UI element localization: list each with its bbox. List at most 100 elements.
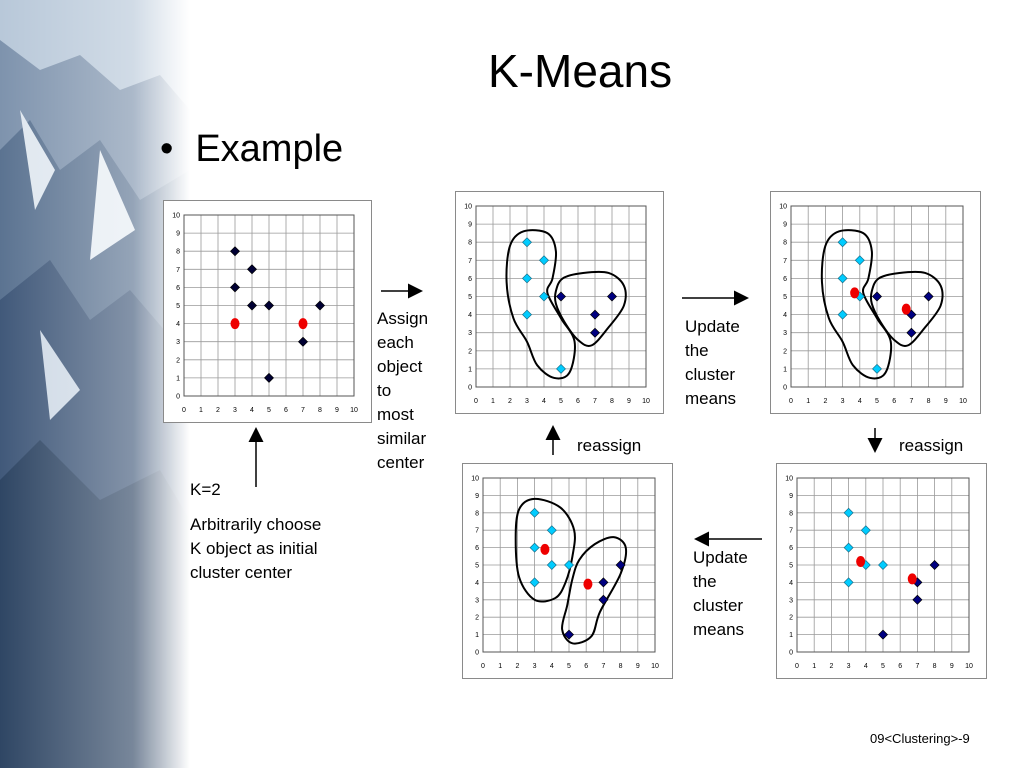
y-tick-label: 5 bbox=[176, 303, 180, 310]
data-point bbox=[546, 560, 557, 570]
caption-update-line: Update bbox=[693, 548, 748, 567]
data-point bbox=[837, 309, 848, 320]
x-tick-label: 2 bbox=[216, 407, 220, 414]
cluster-center bbox=[907, 573, 917, 585]
x-tick-label: 7 bbox=[301, 407, 305, 414]
data-point bbox=[529, 577, 540, 588]
data-point bbox=[230, 246, 240, 257]
mountain-background-image bbox=[0, 0, 190, 768]
y-tick-label: 10 bbox=[172, 213, 180, 220]
x-tick-label: 3 bbox=[233, 407, 237, 414]
data-point bbox=[615, 560, 626, 570]
data-point bbox=[906, 327, 917, 338]
caption-assign-line: most bbox=[377, 405, 414, 424]
x-tick-label: 10 bbox=[959, 398, 967, 405]
caption-update-line: the bbox=[693, 572, 717, 591]
y-tick-label: 1 bbox=[176, 375, 180, 382]
y-tick-label: 2 bbox=[475, 615, 479, 622]
x-tick-label: 6 bbox=[284, 407, 288, 414]
data-point bbox=[315, 300, 325, 311]
y-tick-label: 3 bbox=[783, 330, 787, 337]
plot-area-border bbox=[482, 477, 656, 653]
x-tick-label: 0 bbox=[481, 663, 485, 670]
data-point bbox=[556, 363, 566, 374]
x-tick-label: 8 bbox=[933, 663, 937, 670]
plot-assign: 0 1 2 3 4 5 6 7 8 9 10 0 1 2 3 4 5 6 7 8 9 10 bbox=[455, 191, 664, 414]
y-tick-label: 8 bbox=[176, 249, 180, 256]
x-tick-label: 7 bbox=[915, 663, 919, 670]
data-point bbox=[872, 363, 882, 374]
x-tick-label: 2 bbox=[829, 663, 833, 670]
caption-initial-line: K object as initial bbox=[190, 539, 318, 558]
y-tick-label: 0 bbox=[789, 650, 793, 657]
cluster-center bbox=[850, 287, 860, 299]
x-tick-label: 7 bbox=[909, 398, 913, 405]
caption-assign-line: each bbox=[377, 333, 414, 352]
x-tick-label: 2 bbox=[508, 398, 512, 405]
data-point bbox=[929, 560, 940, 570]
caption-initial-line: Arbitrarily choose bbox=[190, 515, 322, 534]
data-point bbox=[556, 291, 566, 302]
x-tick-label: 4 bbox=[250, 407, 254, 414]
x-tick-label: 5 bbox=[267, 407, 271, 414]
caption-update-bottom: Update the cluster means bbox=[693, 546, 748, 642]
y-tick-label: 7 bbox=[468, 258, 472, 265]
x-tick-label: 0 bbox=[789, 398, 793, 405]
x-tick-label: 9 bbox=[944, 398, 948, 405]
x-tick-label: 1 bbox=[498, 663, 502, 670]
y-tick-label: 2 bbox=[789, 615, 793, 622]
data-point bbox=[843, 507, 854, 518]
x-tick-label: 8 bbox=[610, 398, 614, 405]
cluster-center bbox=[856, 556, 866, 568]
data-point bbox=[522, 273, 532, 284]
x-tick-label: 2 bbox=[823, 398, 827, 405]
y-tick-label: 5 bbox=[475, 563, 479, 570]
x-tick-label: 3 bbox=[533, 663, 537, 670]
data-point bbox=[539, 255, 549, 266]
y-tick-label: 7 bbox=[176, 267, 180, 274]
cluster-center bbox=[901, 303, 911, 315]
x-tick-label: 1 bbox=[806, 398, 810, 405]
caption-assign-line: similar bbox=[377, 429, 427, 448]
y-tick-label: 8 bbox=[468, 240, 472, 247]
x-tick-label: 7 bbox=[601, 663, 605, 670]
caption-update-line: means bbox=[685, 389, 737, 408]
y-tick-label: 0 bbox=[468, 385, 472, 392]
y-tick-label: 0 bbox=[176, 394, 180, 401]
y-tick-label: 8 bbox=[783, 240, 787, 247]
x-tick-label: 5 bbox=[559, 398, 563, 405]
y-tick-label: 2 bbox=[468, 348, 472, 355]
caption-assign: Assign each object to most similar cente… bbox=[377, 307, 428, 475]
slide-footer: 09<Clustering>-9 bbox=[870, 731, 970, 746]
y-tick-label: 1 bbox=[789, 632, 793, 639]
caption-initial: Arbitrarily choose K object as initial c… bbox=[190, 513, 321, 585]
x-tick-label: 1 bbox=[491, 398, 495, 405]
plot-initial: 0 1 2 3 4 5 6 7 8 9 10 0 1 2 3 4 5 6 7 8 9 10 bbox=[163, 200, 372, 423]
data-point bbox=[564, 629, 574, 640]
data-point bbox=[923, 291, 934, 302]
y-tick-label: 9 bbox=[789, 493, 793, 500]
y-tick-label: 6 bbox=[783, 276, 787, 283]
y-tick-label: 10 bbox=[779, 204, 787, 211]
x-tick-label: 6 bbox=[576, 398, 580, 405]
x-tick-label: 3 bbox=[841, 398, 845, 405]
data-point bbox=[598, 594, 609, 605]
data-point bbox=[529, 507, 540, 518]
caption-k: K=2 bbox=[190, 480, 221, 499]
y-tick-label: 1 bbox=[475, 632, 479, 639]
x-tick-label: 1 bbox=[199, 407, 203, 414]
y-tick-label: 4 bbox=[783, 312, 787, 319]
data-point bbox=[546, 525, 557, 536]
x-tick-label: 10 bbox=[350, 407, 358, 414]
y-tick-label: 3 bbox=[176, 339, 180, 346]
cluster-outline bbox=[561, 536, 628, 645]
caption-reassign-right: reassign bbox=[899, 436, 964, 455]
y-tick-label: 9 bbox=[783, 222, 787, 229]
y-tick-label: 0 bbox=[783, 385, 787, 392]
y-tick-label: 4 bbox=[468, 312, 472, 319]
cluster-outline bbox=[505, 229, 576, 380]
caption-assign-line: Assign bbox=[377, 309, 429, 328]
caption-reassign-left: reassign bbox=[577, 436, 642, 455]
y-tick-label: 2 bbox=[176, 357, 180, 364]
